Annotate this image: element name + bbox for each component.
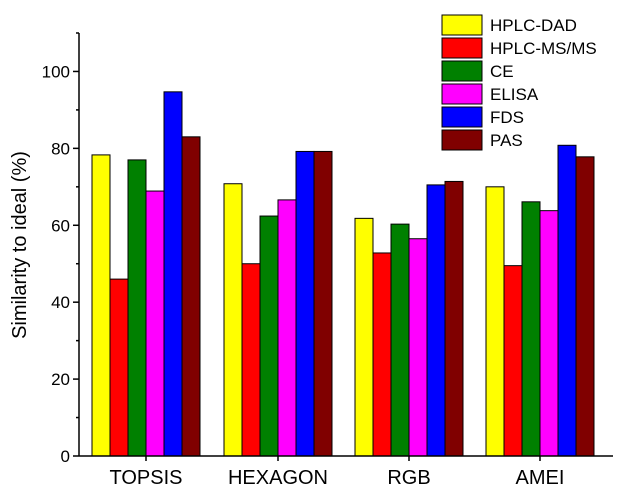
legend-swatch — [441, 14, 483, 36]
bar-rgb-elisa — [408, 238, 428, 457]
legend-swatch — [441, 129, 483, 151]
legend-swatch — [441, 106, 483, 128]
legend-swatch — [441, 37, 483, 59]
bar-hexagon-hplc-dad — [223, 183, 243, 457]
legend: HPLC-DAD HPLC-MS/MS CE ELISA FDS PAS — [441, 14, 597, 151]
legend-label: HPLC-MS/MS — [490, 39, 597, 58]
bars-group — [91, 91, 595, 457]
bar-amei-pas — [575, 156, 595, 457]
x-tick-label: HEXAGON — [228, 467, 328, 489]
y-tick-label: 0 — [61, 447, 70, 466]
bar-topsis-elisa — [145, 190, 165, 457]
y-tick-label: 100 — [42, 62, 70, 81]
x-tick-label: AMEI — [516, 467, 565, 489]
y-tick-label: 80 — [51, 139, 70, 158]
bar-amei-ce — [521, 201, 541, 457]
bar-amei-elisa — [539, 210, 559, 457]
axes-group: TOPSIS HEXAGON RGB AMEI 0 20 40 60 80 100 — [42, 32, 613, 489]
bar-topsis-hplc-dad — [91, 154, 111, 457]
y-tick-label: 60 — [51, 216, 70, 235]
legend-label: HPLC-DAD — [490, 16, 577, 35]
legend-swatch — [441, 83, 483, 105]
legend-label: CE — [490, 62, 514, 81]
bar-hexagon-pas — [313, 150, 333, 457]
bar-amei-fds — [557, 144, 577, 457]
bar-rgb-ce — [390, 223, 410, 457]
x-tick-label: TOPSIS — [110, 467, 183, 489]
legend-label: ELISA — [490, 85, 539, 104]
bar-rgb-hplc-ms-ms — [372, 252, 392, 457]
y-tick-label: 20 — [51, 370, 70, 389]
bar-rgb-fds — [426, 184, 446, 457]
bar-hexagon-fds — [295, 150, 315, 457]
x-tick-label: RGB — [387, 467, 430, 489]
y-axis-title: Similarity to ideal (%) — [9, 151, 31, 339]
legend-label: PAS — [490, 131, 523, 150]
bar-rgb-pas — [444, 180, 464, 457]
bar-amei-hplc-ms-ms — [503, 265, 523, 457]
legend-label: FDS — [490, 108, 524, 127]
bar-hexagon-hplc-ms-ms — [241, 263, 261, 457]
legend-swatch — [441, 60, 483, 82]
bar-topsis-ce — [127, 159, 147, 457]
bar-rgb-hplc-dad — [354, 217, 374, 457]
bar-topsis-hplc-ms-ms — [109, 278, 129, 457]
bar-amei-hplc-dad — [485, 186, 505, 457]
bar-hexagon-elisa — [277, 199, 297, 457]
bar-topsis-fds — [163, 91, 183, 457]
bar-topsis-pas — [181, 136, 201, 457]
y-tick-label: 40 — [51, 293, 70, 312]
bar-hexagon-ce — [259, 215, 279, 457]
